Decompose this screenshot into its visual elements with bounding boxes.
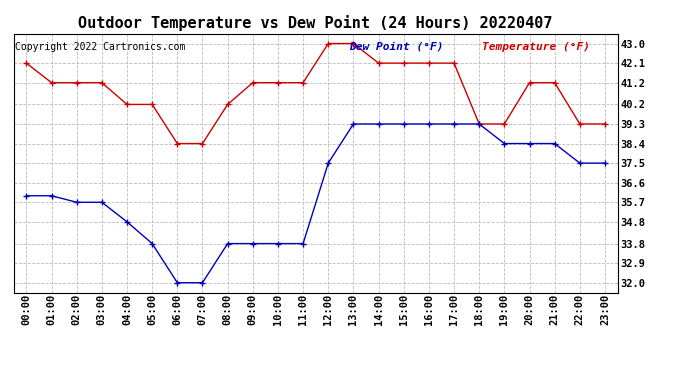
Text: Dew Point (°F): Dew Point (°F) — [349, 42, 444, 51]
Text: Copyright 2022 Cartronics.com: Copyright 2022 Cartronics.com — [15, 42, 186, 51]
Title: Outdoor Temperature vs Dew Point (24 Hours) 20220407: Outdoor Temperature vs Dew Point (24 Hou… — [79, 15, 553, 31]
Text: Temperature (°F): Temperature (°F) — [482, 42, 590, 51]
